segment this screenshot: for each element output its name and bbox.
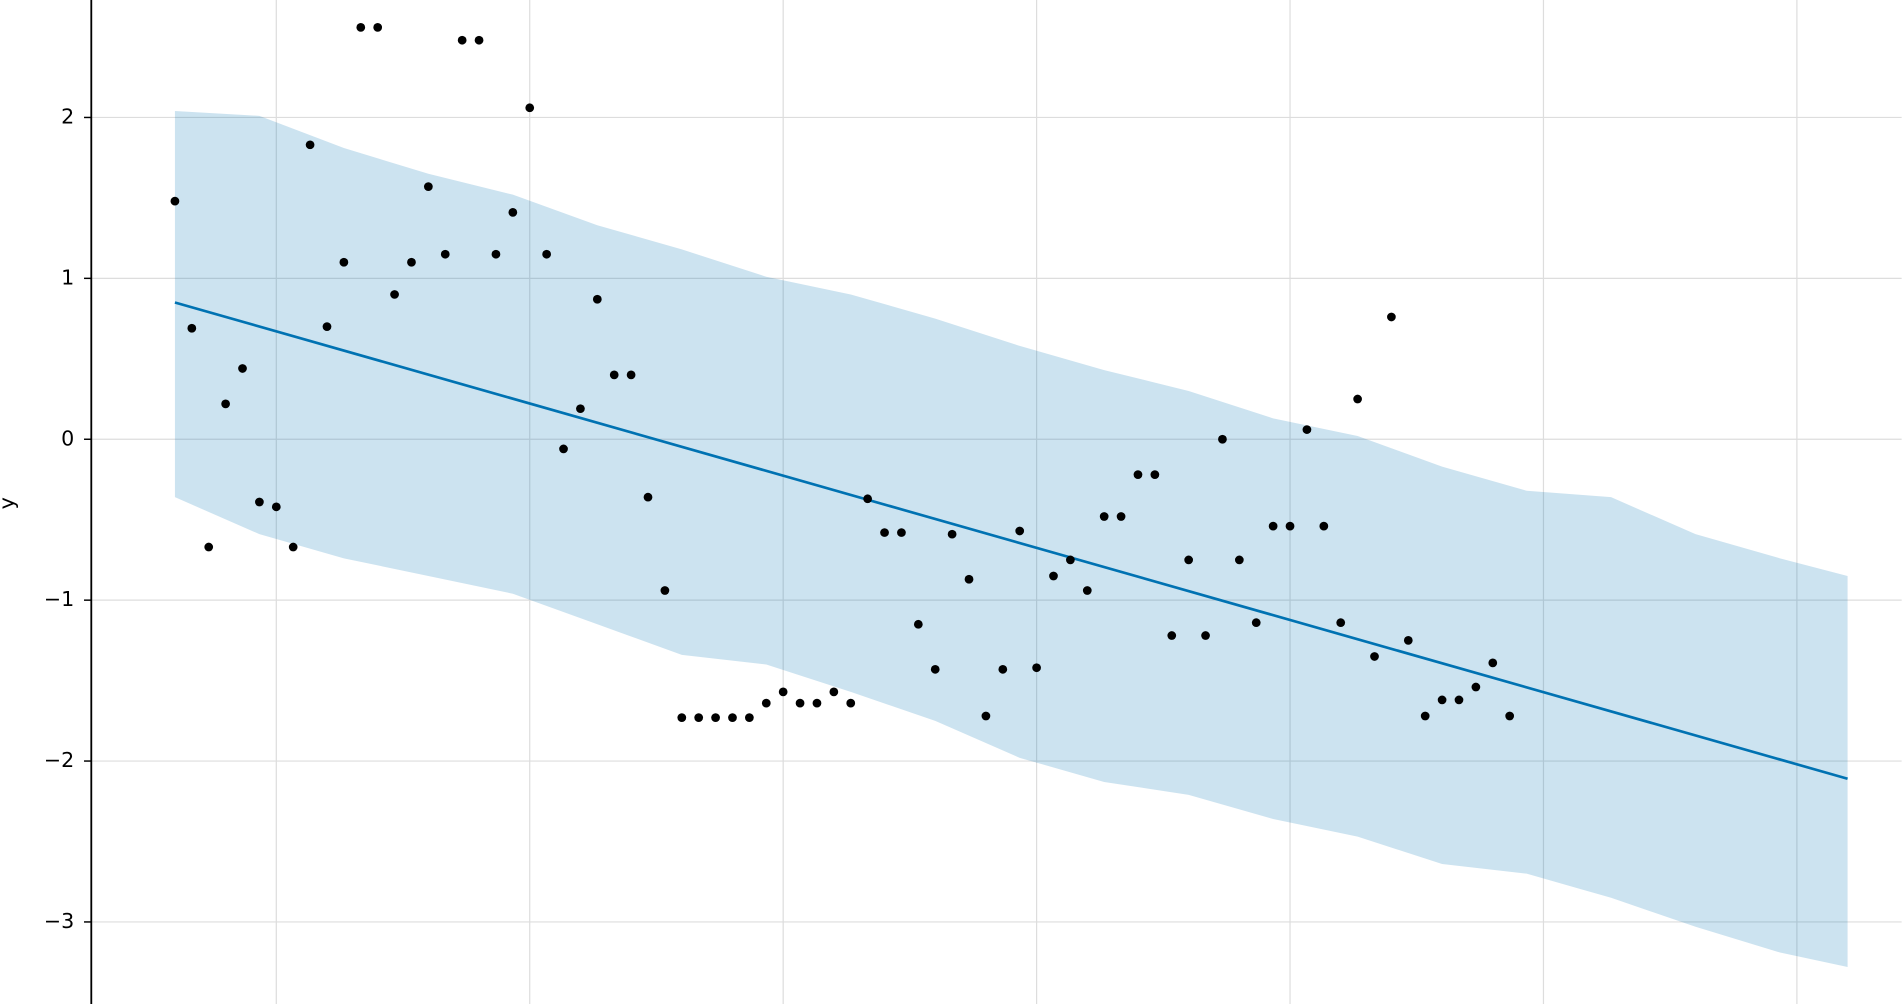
- data-point: [795, 698, 805, 708]
- data-point: [1218, 434, 1227, 444]
- y-axis-label: y: [0, 497, 19, 509]
- data-point: [1437, 695, 1447, 705]
- data-point: [1285, 521, 1295, 531]
- data-point: [1353, 394, 1362, 404]
- y-tick-label: −3: [44, 909, 74, 933]
- data-point: [846, 698, 856, 708]
- data-point: [390, 290, 399, 299]
- data-point: [1234, 555, 1244, 565]
- data-point: [1015, 526, 1025, 536]
- y-tick-label: −2: [44, 748, 74, 772]
- data-point: [1184, 555, 1194, 565]
- data-point: [576, 404, 585, 414]
- data-point: [609, 370, 619, 380]
- data-point: [1454, 695, 1464, 705]
- data-point: [508, 208, 518, 217]
- data-point: [457, 35, 467, 45]
- data-point: [964, 574, 974, 584]
- data-point: [204, 542, 214, 552]
- data-point: [356, 22, 366, 32]
- uncertainty-band: [174, 111, 1848, 967]
- data-point: [1201, 631, 1210, 640]
- data-point: [761, 698, 771, 708]
- data-point: [305, 140, 315, 150]
- data-point: [1403, 636, 1413, 645]
- data-point: [930, 664, 940, 674]
- data-point: [1319, 521, 1329, 531]
- data-point: [1336, 618, 1346, 628]
- data-point: [592, 294, 602, 304]
- data-point: [1488, 658, 1498, 668]
- data-point: [1099, 512, 1109, 521]
- data-point: [238, 364, 247, 373]
- data-point: [542, 249, 551, 259]
- data-point: [339, 257, 349, 267]
- data-point: [474, 35, 484, 45]
- data-point: [1268, 521, 1278, 531]
- data-point: [1049, 571, 1058, 581]
- data-point: [812, 698, 822, 708]
- data-point: [221, 399, 230, 409]
- data-point: [1150, 470, 1160, 480]
- data-point: [525, 103, 535, 113]
- data-point: [1116, 512, 1126, 521]
- data-point: [1082, 586, 1092, 595]
- data-point: [897, 528, 906, 537]
- y-tick-label: −1: [44, 587, 74, 611]
- data-point: [1167, 631, 1177, 640]
- data-point: [1420, 711, 1430, 721]
- data-point: [1133, 470, 1143, 480]
- forecast-line: [174, 301, 1848, 781]
- data-point: [491, 249, 501, 259]
- data-point: [998, 664, 1008, 674]
- data-point: [373, 22, 383, 32]
- data-point: [170, 196, 180, 206]
- data-point: [626, 370, 636, 380]
- data-point: [913, 619, 923, 629]
- data-point: [863, 494, 873, 504]
- y-tick-label: 0: [61, 426, 74, 450]
- data-point: [187, 323, 197, 333]
- data-point: [1251, 618, 1261, 628]
- data-point: [643, 492, 653, 502]
- data-point: [1302, 425, 1312, 434]
- data-point: [947, 529, 957, 539]
- data-point: [677, 713, 687, 722]
- data-point: [440, 249, 450, 259]
- data-point: [288, 542, 298, 552]
- data-point: [711, 713, 720, 722]
- data-point: [660, 586, 670, 595]
- data-point: [1387, 312, 1396, 322]
- data-point: [1066, 555, 1075, 565]
- data-point: [694, 713, 704, 722]
- data-point: [1032, 663, 1041, 673]
- y-tick-label: 2: [61, 104, 74, 128]
- data-point: [271, 502, 281, 512]
- data-point: [778, 687, 788, 697]
- y-tick-label: 1: [61, 265, 74, 289]
- data-point: [981, 711, 991, 721]
- data-point: [322, 322, 332, 331]
- data-point: [745, 713, 754, 722]
- data-point: [407, 257, 416, 267]
- data-point: [829, 687, 839, 697]
- data-point: [1370, 652, 1379, 661]
- data-point: [1505, 711, 1515, 721]
- data-point: [559, 444, 568, 454]
- data-point: [728, 713, 737, 722]
- data-point: [255, 497, 264, 507]
- data-point: [423, 182, 433, 192]
- data-point: [1471, 682, 1481, 692]
- data-point: [880, 528, 889, 537]
